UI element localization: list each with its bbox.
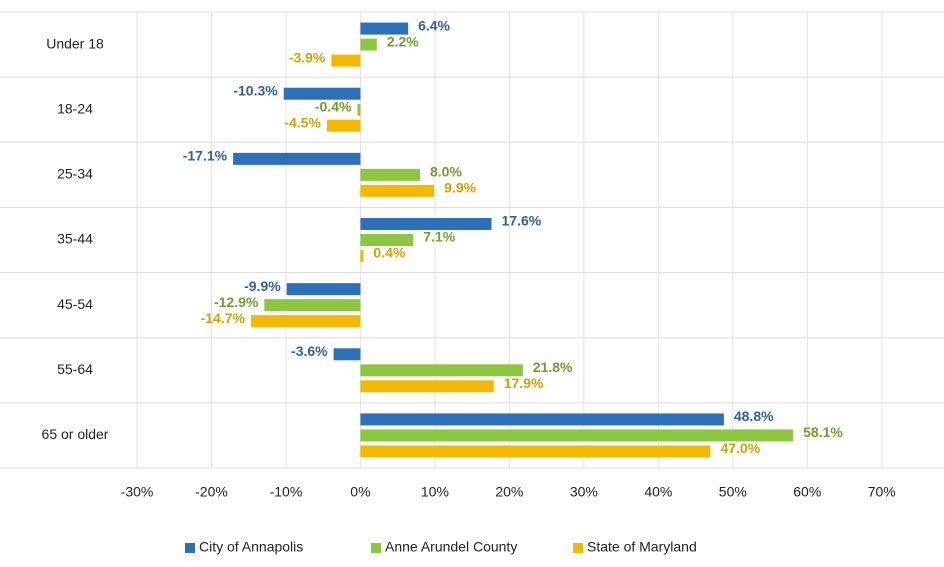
x-tick-label: 0% bbox=[350, 484, 370, 500]
y-tick-label: 35-44 bbox=[57, 231, 93, 247]
x-tick-label: 70% bbox=[868, 484, 896, 500]
x-tick-label: 20% bbox=[495, 484, 523, 500]
y-tick-label: 25-34 bbox=[57, 166, 93, 182]
data-label: 7.1% bbox=[423, 229, 455, 245]
bar bbox=[360, 168, 421, 181]
data-label: 58.1% bbox=[803, 424, 843, 440]
bar bbox=[250, 315, 361, 328]
data-label: 6.4% bbox=[418, 17, 450, 33]
data-label: -9.9% bbox=[244, 278, 281, 294]
data-label: 0.4% bbox=[373, 245, 405, 261]
bar bbox=[360, 234, 414, 246]
data-label: 17.9% bbox=[504, 375, 544, 391]
data-label: -10.3% bbox=[233, 82, 278, 98]
y-tick-label: 55-64 bbox=[57, 361, 93, 377]
data-label: 48.8% bbox=[734, 408, 774, 424]
data-label: -17.1% bbox=[183, 148, 228, 164]
data-label: -0.4% bbox=[315, 98, 352, 114]
data-label: 2.2% bbox=[387, 33, 419, 49]
bar bbox=[360, 184, 435, 197]
bar bbox=[357, 103, 361, 116]
bar bbox=[283, 87, 361, 100]
bar bbox=[286, 283, 361, 296]
bar bbox=[333, 348, 361, 361]
data-label: -14.7% bbox=[201, 310, 246, 326]
bar bbox=[331, 54, 361, 67]
bar bbox=[360, 445, 711, 458]
bar bbox=[326, 119, 361, 132]
data-label: -3.9% bbox=[289, 49, 326, 65]
bar bbox=[233, 152, 361, 165]
data-label: -4.5% bbox=[284, 114, 321, 130]
bar bbox=[360, 250, 364, 262]
y-tick-label: 65 or older bbox=[42, 426, 109, 442]
x-tick-label: 60% bbox=[793, 484, 821, 500]
y-tick-label: 18-24 bbox=[57, 100, 93, 116]
data-label: 8.0% bbox=[430, 164, 462, 180]
legend-label: City of Annapolis bbox=[199, 539, 303, 555]
data-label: 9.9% bbox=[444, 180, 476, 196]
x-tick-label: 50% bbox=[719, 484, 747, 500]
data-label: 47.0% bbox=[720, 440, 760, 456]
legend-label: State of Maryland bbox=[587, 539, 697, 555]
bar bbox=[360, 218, 492, 230]
legend-label: Anne Arundel County bbox=[385, 539, 517, 555]
x-tick-label: -20% bbox=[195, 484, 228, 500]
data-label: 17.6% bbox=[502, 213, 542, 229]
legend-swatch bbox=[185, 543, 195, 553]
y-tick-label: 45-54 bbox=[57, 296, 93, 312]
bar bbox=[360, 380, 494, 393]
data-label: 21.8% bbox=[533, 359, 573, 375]
x-tick-label: -10% bbox=[270, 484, 303, 500]
x-tick-label: 40% bbox=[644, 484, 672, 500]
x-tick-label: 30% bbox=[570, 484, 598, 500]
legend-swatch bbox=[371, 543, 381, 553]
data-label: -12.9% bbox=[214, 294, 259, 310]
bar bbox=[360, 429, 794, 442]
x-tick-label: 10% bbox=[421, 484, 449, 500]
bar bbox=[360, 38, 377, 51]
bar bbox=[264, 299, 361, 312]
legend-swatch bbox=[573, 543, 583, 553]
x-tick-label: -30% bbox=[121, 484, 154, 500]
data-label: -3.6% bbox=[291, 343, 328, 359]
bar bbox=[360, 413, 724, 426]
bar bbox=[360, 22, 409, 35]
bar bbox=[360, 364, 523, 377]
y-tick-label: Under 18 bbox=[46, 35, 104, 51]
